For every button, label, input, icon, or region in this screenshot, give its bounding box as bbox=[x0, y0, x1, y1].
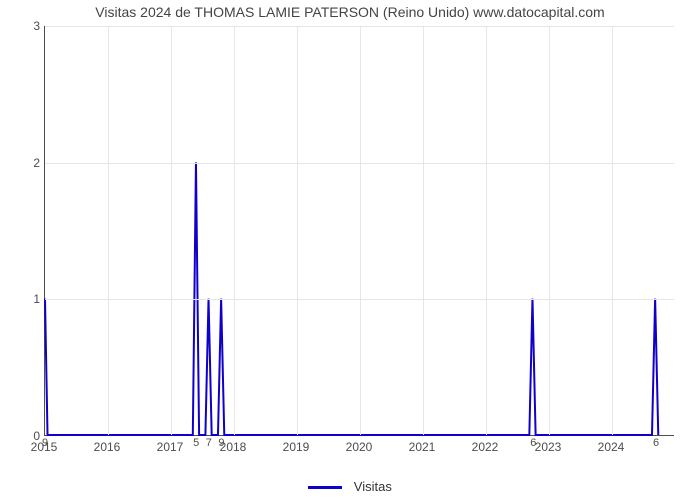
plot-area: 957966 bbox=[44, 26, 674, 436]
grid-vertical bbox=[612, 26, 613, 435]
y-tick-label: 3 bbox=[4, 19, 40, 33]
grid-vertical bbox=[423, 26, 424, 435]
grid-vertical bbox=[171, 26, 172, 435]
x-tick-label: 2015 bbox=[31, 440, 58, 454]
grid-vertical bbox=[234, 26, 235, 435]
x-tick-label: 2023 bbox=[535, 440, 562, 454]
grid-vertical bbox=[549, 26, 550, 435]
data-point-label: 6 bbox=[653, 437, 659, 449]
grid-vertical bbox=[297, 26, 298, 435]
grid-vertical bbox=[108, 26, 109, 435]
y-tick-label: 2 bbox=[4, 156, 40, 170]
x-tick-label: 2019 bbox=[283, 440, 310, 454]
grid-vertical bbox=[486, 26, 487, 435]
x-tick-label: 2024 bbox=[598, 440, 625, 454]
chart-container: Visitas 2024 de THOMAS LAMIE PATERSON (R… bbox=[0, 0, 700, 500]
legend-swatch bbox=[308, 486, 342, 489]
x-tick-label: 2017 bbox=[157, 440, 184, 454]
legend-label: Visitas bbox=[354, 479, 392, 494]
x-tick-label: 2016 bbox=[94, 440, 121, 454]
data-point-label: 5 bbox=[193, 437, 199, 449]
x-tick-label: 2021 bbox=[409, 440, 436, 454]
x-tick-label: 2020 bbox=[346, 440, 373, 454]
grid-vertical bbox=[360, 26, 361, 435]
x-tick-label: 2018 bbox=[220, 440, 247, 454]
x-tick-label: 2022 bbox=[472, 440, 499, 454]
chart-title: Visitas 2024 de THOMAS LAMIE PATERSON (R… bbox=[0, 4, 700, 20]
legend: Visitas bbox=[0, 479, 700, 494]
data-point-label: 7 bbox=[206, 437, 212, 449]
y-tick-label: 1 bbox=[4, 292, 40, 306]
